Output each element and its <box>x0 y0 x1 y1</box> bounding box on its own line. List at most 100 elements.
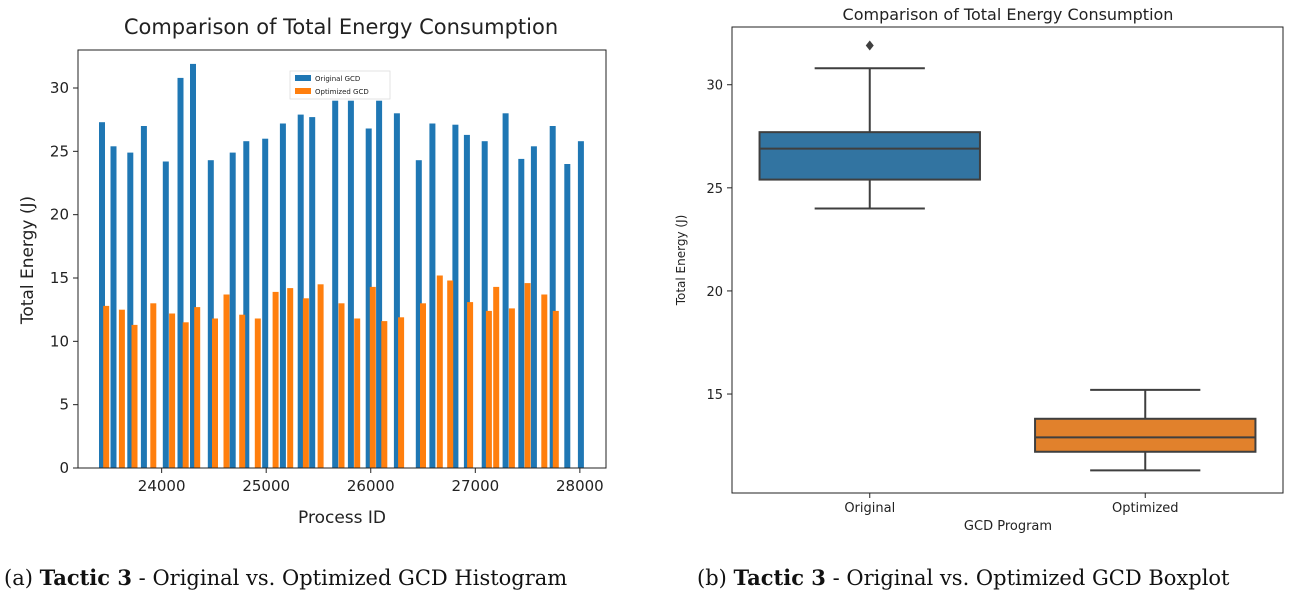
bar-optimized-13 <box>302 298 309 468</box>
bar-original-17 <box>376 100 383 468</box>
x-tick-label-3: 27000 <box>451 477 499 495</box>
bar-original-10 <box>262 138 269 468</box>
bar-original-5 <box>177 77 184 469</box>
y-axis-label: Total Energy (J) <box>674 215 688 307</box>
y-tick-label-5: 25 <box>50 142 69 160</box>
plot-frame <box>731 26 1284 494</box>
bar-original-6 <box>190 63 196 469</box>
bar-original-21 <box>452 124 459 468</box>
bar-optimized-21 <box>436 275 443 468</box>
bar-optimized-24 <box>485 310 492 468</box>
bar-optimized-0 <box>103 305 110 468</box>
caption-b-prefix: (b) <box>697 566 734 590</box>
bar-original-18 <box>393 113 400 469</box>
bar-original-28 <box>564 164 571 468</box>
x-axis-label: GCD Program <box>964 519 1052 534</box>
y-tick-label-6: 30 <box>50 79 69 97</box>
legend-swatch-original <box>295 75 311 81</box>
caption-b-text: - Original vs. Optimized GCD Boxplot <box>825 566 1230 590</box>
y-tick-label-0: 15 <box>706 388 723 403</box>
bar-optimized-20 <box>420 303 426 468</box>
bar-optimized-27 <box>524 283 531 468</box>
bar-original-14 <box>332 100 339 468</box>
bar-optimized-19 <box>398 317 405 468</box>
bar-original-19 <box>415 160 422 468</box>
bar-optimized-2 <box>131 324 138 468</box>
caption-b: (b) Tactic 3 - Original vs. Optimized GC… <box>697 565 1230 590</box>
bar-optimized-23 <box>467 302 474 468</box>
bar-optimized-22 <box>447 280 454 468</box>
bar-original-26 <box>530 146 537 469</box>
x-tick-label-4: 28000 <box>556 477 604 495</box>
bar-optimized-7 <box>212 318 218 468</box>
bar-original-7 <box>207 160 214 468</box>
bar-optimized-16 <box>354 318 361 468</box>
bar-original-20 <box>429 123 436 468</box>
bar-optimized-3 <box>150 303 157 468</box>
y-tick-label-3: 30 <box>706 79 723 94</box>
bar-original-4 <box>162 161 169 468</box>
bar-optimized-15 <box>338 303 345 468</box>
box-original <box>758 131 981 181</box>
caption-b-bold: Tactic 3 <box>733 565 826 590</box>
bar-optimized-5 <box>182 322 189 468</box>
bar-optimized-25 <box>493 286 500 468</box>
y-tick-label-1: 20 <box>706 285 723 300</box>
bar-original-1 <box>110 146 117 469</box>
bar-original-22 <box>463 134 470 468</box>
legend-label-optimized: Optimized GCD <box>315 88 369 96</box>
caption-a-text: - Original vs. Optimized GCD Histogram <box>132 566 568 590</box>
bar-original-11 <box>279 123 286 468</box>
x-tick-label-1: Optimized <box>1112 501 1179 516</box>
y-tick-label-3: 15 <box>50 269 69 287</box>
y-tick-label-2: 25 <box>706 182 723 197</box>
bar-original-29 <box>577 141 584 468</box>
bar-original-9 <box>243 141 250 468</box>
bar-original-13 <box>309 117 316 468</box>
box-optimized <box>1034 417 1257 453</box>
bar-optimized-12 <box>287 288 294 468</box>
bar-original-2 <box>127 152 134 468</box>
bar-original-12 <box>297 114 304 468</box>
bar-original-15 <box>347 100 354 468</box>
bar-original-3 <box>140 126 147 468</box>
bar-original-24 <box>502 113 509 469</box>
bar-optimized-6 <box>194 307 201 468</box>
bar-optimized-17 <box>369 286 376 468</box>
bar-optimized-11 <box>272 291 279 468</box>
bar-original-8 <box>229 152 236 468</box>
legend-swatch-optimized <box>295 88 311 94</box>
caption-a: (a) Tactic 3 - Original vs. Optimized GC… <box>4 565 567 590</box>
plot-frame <box>77 49 607 469</box>
chart-title: Comparison of Total Energy Consumption <box>124 15 558 39</box>
bar-original-27 <box>549 126 556 468</box>
y-tick-label-4: 20 <box>50 206 69 224</box>
bar-original-25 <box>518 158 525 468</box>
bar-optimized-1 <box>118 309 125 468</box>
x-tick-label-0: 24000 <box>138 477 186 495</box>
bar-original-0 <box>99 122 105 468</box>
chart-title: Comparison of Total Energy Consumption <box>843 5 1174 24</box>
histogram-chart: Comparison of Total Energy Consumption 2… <box>18 15 607 528</box>
legend-label-original: Original GCD <box>315 75 360 83</box>
y-tick-label-2: 10 <box>50 332 69 350</box>
y-tick-label-1: 5 <box>59 396 69 414</box>
boxplot-chart: Comparison of Total Energy Consumption O… <box>674 5 1284 534</box>
bar-optimized-14 <box>317 284 324 468</box>
bar-optimized-9 <box>239 314 246 468</box>
bar-optimized-28 <box>541 294 548 468</box>
bar-optimized-18 <box>381 321 388 468</box>
y-tick-label-0: 0 <box>59 459 69 477</box>
bar-original-16 <box>365 128 372 468</box>
outlier-original-0 <box>865 40 874 51</box>
caption-a-bold: Tactic 3 <box>39 565 132 590</box>
x-tick-label-2: 26000 <box>347 477 395 495</box>
x-tick-label-0: Original <box>844 501 895 516</box>
y-axis-label: Total Energy (J) <box>18 196 38 325</box>
bar-optimized-10 <box>254 318 261 468</box>
bar-optimized-8 <box>223 294 230 468</box>
x-axis-label: Process ID <box>298 508 386 528</box>
caption-a-prefix: (a) <box>4 566 40 590</box>
x-tick-label-1: 25000 <box>242 477 290 495</box>
bar-optimized-29 <box>552 310 559 468</box>
